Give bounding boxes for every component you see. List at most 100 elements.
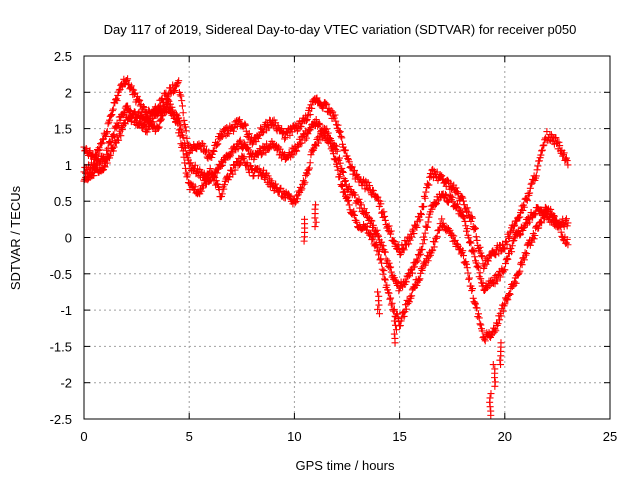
marker-satellite-track-3: [349, 210, 357, 218]
marker-satellite-track-3: [305, 164, 313, 172]
marker-satellite-track-3: [172, 115, 180, 123]
marker-satellite-track-3: [169, 106, 177, 114]
data-points: [80, 75, 572, 419]
marker-satellite-track-3: [191, 183, 199, 191]
marker-satellite-track-3: [406, 292, 414, 300]
marker-satellite-track-2: [183, 150, 191, 158]
marker-satellite-track-3: [259, 170, 267, 178]
marker-satellite-track-2: [501, 266, 509, 274]
marker-satellite-track-2: [310, 121, 318, 129]
marker-satellite-track-3: [298, 185, 306, 193]
marker-satellite-track-1: [538, 147, 546, 155]
marker-satellite-track-3: [556, 221, 564, 229]
marker-satellite-track-1: [104, 120, 112, 128]
marker-satellite-track-3: [264, 172, 272, 180]
marker-satellite-track-1: [503, 240, 511, 248]
marker-satellite-track-3: [211, 174, 219, 182]
marker-satellite-track-3: [381, 275, 389, 283]
marker-satellite-track-3: [206, 165, 214, 173]
marker-satellite-track-3: [556, 222, 564, 230]
marker-satellite-track-3: [303, 170, 311, 178]
marker-satellite-track-3: [363, 222, 371, 230]
x-tick-label: 20: [498, 429, 512, 444]
marker-satellite-track-3: [428, 247, 436, 255]
marker-satellite-track-2: [345, 182, 353, 190]
marker-satellite-track-3: [181, 164, 189, 172]
marker-satellite-track-3: [323, 125, 331, 133]
marker-satellite-track-3: [178, 141, 186, 149]
marker-satellite-track-3: [229, 170, 237, 178]
marker-satellite-track-1: [559, 152, 567, 160]
marker-satellite-track-3: [247, 162, 255, 170]
marker-satellite-track-3: [553, 217, 561, 225]
marker-satellite-track-1: [478, 252, 486, 260]
marker-satellite-track-1: [108, 111, 116, 119]
x-tick-label: 0: [80, 429, 87, 444]
marker-satellite-track-3: [492, 327, 500, 335]
y-tick-label: 2.5: [54, 49, 72, 64]
marker-satellite-track-1: [467, 217, 475, 225]
marker-satellite-track-3: [390, 305, 398, 313]
marker-satellite-track-1: [336, 128, 344, 136]
marker-satellite-track-3: [231, 166, 239, 174]
marker-satellite-track-2: [517, 230, 525, 238]
marker-satellite-track-2: [363, 209, 371, 217]
marker-satellite-track-2: [422, 222, 430, 230]
marker-satellite-track-1: [465, 208, 473, 216]
marker-satellite-track-3: [475, 314, 483, 322]
marker-satellite-track-2: [357, 201, 365, 209]
marker-satellite-track-1: [385, 222, 393, 230]
marker-satellite-track-3: [338, 182, 346, 190]
marker-satellite-track-1: [297, 123, 305, 131]
marker-satellite-track-3: [240, 153, 248, 161]
marker-satellite-track-3: [440, 222, 448, 230]
marker-outlier: [390, 317, 398, 325]
marker-satellite-track-3: [255, 165, 263, 173]
marker-satellite-track-2: [470, 246, 478, 254]
marker-satellite-track-1: [344, 155, 352, 163]
marker-satellite-track-1: [484, 257, 492, 265]
marker-satellite-track-1: [213, 140, 221, 148]
marker-satellite-track-2: [508, 242, 516, 250]
marker-outlier: [486, 394, 494, 402]
marker-satellite-track-3: [160, 104, 168, 112]
marker-satellite-track-1: [281, 133, 289, 141]
marker-satellite-track-3: [378, 259, 386, 267]
marker-satellite-track-1: [444, 176, 452, 184]
marker-satellite-track-2: [385, 259, 393, 267]
marker-satellite-track-2: [302, 134, 310, 142]
marker-satellite-track-2: [369, 221, 377, 229]
marker-satellite-track-1: [514, 214, 522, 222]
marker-satellite-track-2: [474, 262, 482, 270]
marker-satellite-track-3: [171, 110, 179, 118]
marker-satellite-track-1: [327, 107, 335, 115]
marker-satellite-track-3: [496, 316, 504, 324]
marker-satellite-track-2: [109, 131, 117, 139]
marker-satellite-track-2: [298, 139, 306, 147]
marker-satellite-track-2: [243, 145, 251, 153]
marker-satellite-track-1: [384, 223, 392, 231]
marker-satellite-track-1: [555, 138, 563, 146]
marker-satellite-track-2: [289, 151, 297, 159]
marker-satellite-track-1: [319, 104, 327, 112]
marker-satellite-track-3: [535, 224, 543, 232]
marker-satellite-track-1: [416, 216, 424, 224]
marker-satellite-track-1: [180, 116, 188, 124]
marker-satellite-track-2: [495, 271, 503, 279]
marker-satellite-track-3: [345, 201, 353, 209]
marker-satellite-track-3: [118, 126, 126, 134]
marker-satellite-track-1: [172, 83, 180, 91]
marker-satellite-track-2: [316, 121, 324, 129]
marker-satellite-track-1: [559, 150, 567, 158]
marker-satellite-track-1: [552, 134, 560, 142]
marker-satellite-track-3: [383, 281, 391, 289]
marker-satellite-track-2: [374, 231, 382, 239]
marker-satellite-track-1: [377, 200, 385, 208]
marker-satellite-track-3: [425, 253, 433, 261]
marker-satellite-track-1: [99, 136, 107, 144]
marker-satellite-track-1: [484, 256, 492, 264]
marker-satellite-track-1: [85, 148, 93, 156]
marker-satellite-track-1: [523, 196, 531, 204]
marker-satellite-track-1: [463, 204, 471, 212]
